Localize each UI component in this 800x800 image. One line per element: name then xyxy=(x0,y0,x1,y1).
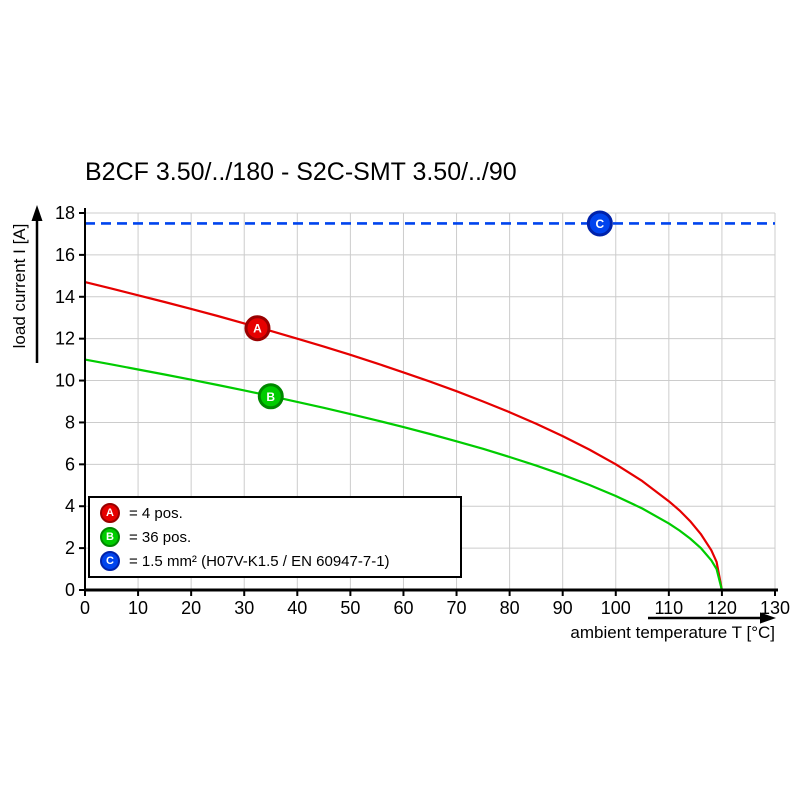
y-tick-label: 16 xyxy=(55,245,75,265)
legend-marker-a-icon: A xyxy=(100,503,120,523)
y-tick-label: 18 xyxy=(55,203,75,223)
x-tick-label: 30 xyxy=(234,598,254,618)
legend-label-c: = 1.5 mm² (H07V-K1.5 / EN 60947-7-1) xyxy=(129,552,390,570)
x-tick-label: 130 xyxy=(760,598,790,618)
marker-A-icon xyxy=(244,315,271,342)
marker-label-B: B xyxy=(266,390,275,404)
marker-C-icon xyxy=(586,210,613,237)
x-axis-label: ambient temperature T [°C] xyxy=(570,623,775,642)
x-tick-label: 70 xyxy=(447,598,467,618)
y-tick-label: 0 xyxy=(65,580,75,600)
y-tick-label: 2 xyxy=(65,538,75,558)
x-tick-label: 100 xyxy=(601,598,631,618)
x-tick-label: 60 xyxy=(393,598,413,618)
y-tick-label: 14 xyxy=(55,287,75,307)
legend-item-b: B = 36 pos. xyxy=(100,527,450,547)
y-tick-label: 10 xyxy=(55,371,75,391)
x-axis-arrowhead-icon xyxy=(760,612,776,624)
curve-A xyxy=(84,281,723,591)
x-tick-label: 20 xyxy=(181,598,201,618)
legend-marker-b-icon: B xyxy=(100,527,120,547)
x-tick-label: 0 xyxy=(80,598,90,618)
legend-item-a: A = 4 pos. xyxy=(100,503,450,523)
legend-item-c: C = 1.5 mm² (H07V-K1.5 / EN 60947-7-1) xyxy=(100,551,450,571)
x-tick-label: 90 xyxy=(553,598,573,618)
x-tick-label: 10 xyxy=(128,598,148,618)
legend-label-b: = 36 pos. xyxy=(129,528,192,546)
x-tick-label: 120 xyxy=(707,598,737,618)
legend-label-a: = 4 pos. xyxy=(129,504,183,522)
y-tick-label: 4 xyxy=(65,496,75,516)
marker-label-A: A xyxy=(253,322,262,336)
marker-label-C: C xyxy=(596,217,605,231)
y-axis-arrowhead-icon xyxy=(31,205,43,221)
marker-B-icon xyxy=(257,383,284,410)
x-tick-label: 80 xyxy=(500,598,520,618)
y-axis-label: load current I [A] xyxy=(10,223,29,349)
x-tick-label: 110 xyxy=(654,598,683,618)
chart-legend: A = 4 pos. B = 36 pos. C = 1.5 mm² (H07V… xyxy=(88,496,462,578)
x-tick-label: 40 xyxy=(287,598,307,618)
y-tick-label: 12 xyxy=(55,329,75,349)
x-tick-label: 50 xyxy=(340,598,360,618)
curve-B xyxy=(84,358,723,591)
legend-marker-c-icon: C xyxy=(100,551,120,571)
chart-title: B2CF 3.50/../180 - S2C-SMT 3.50/../90 xyxy=(85,158,517,186)
y-tick-label: 6 xyxy=(65,454,75,474)
y-tick-label: 8 xyxy=(65,412,75,432)
